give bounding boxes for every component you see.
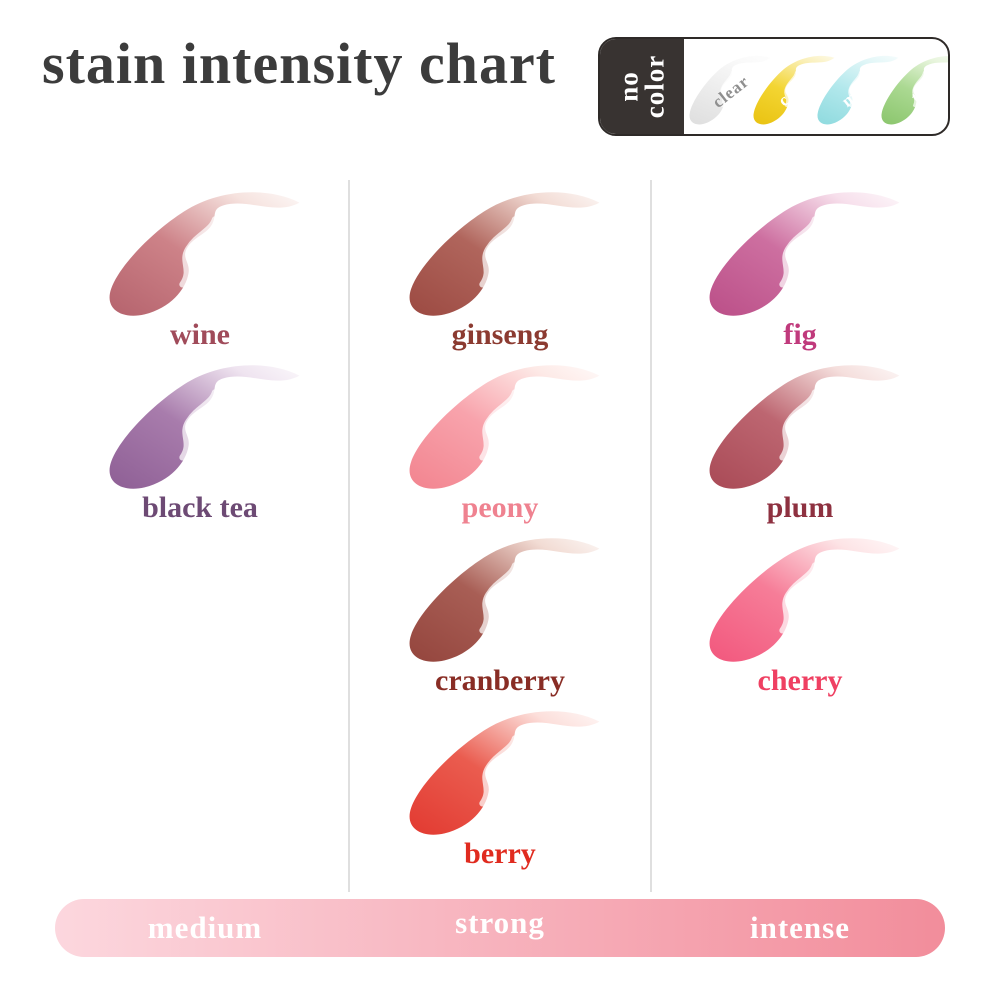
- intensity-label-strong: strong: [455, 905, 545, 941]
- gloss-highlight: [784, 70, 798, 107]
- gloss-smear-icon: [409, 711, 600, 835]
- gloss-highlight: [779, 562, 819, 634]
- shade-cherry: cherry: [670, 531, 930, 703]
- column-divider-medium-strong: [348, 180, 350, 892]
- gloss-smear-icon: [709, 538, 900, 662]
- shade-fig: fig: [670, 185, 930, 357]
- no-color-label: no color: [613, 54, 670, 119]
- no-color-swatch-coco: coco: [753, 45, 835, 129]
- gloss-highlight: [479, 216, 519, 288]
- gloss-smear-icon: [881, 55, 948, 124]
- gloss-highlight: [479, 389, 519, 461]
- shade-label: cherry: [757, 664, 843, 697]
- gloss-highlight: [479, 562, 519, 634]
- gloss-smear-icon: [409, 365, 600, 489]
- intensity-bar: medium strong intense: [55, 899, 945, 957]
- shade-cranberry: cranberry: [370, 531, 630, 703]
- shade-black-tea: black tea: [70, 358, 330, 530]
- shade-wine: wine: [70, 185, 330, 357]
- no-color-swatch-row: clear coco mint: [684, 39, 948, 134]
- shade-label: cranberry: [435, 664, 565, 697]
- gloss-highlight: [779, 389, 819, 461]
- shade-peony: peony: [370, 358, 630, 530]
- gloss-smear-icon: [689, 55, 771, 124]
- no-color-label-line2: color: [639, 54, 670, 119]
- gloss-smear-icon: [409, 192, 600, 316]
- shade-plum: plum: [670, 358, 930, 530]
- page-title: stain intensity chart: [42, 31, 556, 96]
- shade-berry: berry: [370, 704, 630, 876]
- no-color-swatch-mint: mint: [817, 45, 899, 129]
- shade-label: wine: [170, 318, 230, 351]
- gloss-highlight: [912, 70, 926, 107]
- gloss-highlight: [479, 735, 519, 807]
- gloss-smear-icon: [753, 55, 835, 124]
- gloss-smear-icon: [109, 365, 300, 489]
- gloss-highlight: [720, 70, 734, 107]
- gloss-highlight: [179, 389, 219, 461]
- shade-label: ginseng: [451, 318, 549, 351]
- no-color-swatch-tea: tea: [881, 45, 948, 129]
- intensity-label-intense: intense: [750, 910, 850, 945]
- shade-label: berry: [464, 837, 536, 870]
- shade-label: black tea: [142, 491, 258, 524]
- no-color-label-panel: no color: [600, 39, 684, 134]
- shade-label: plum: [766, 491, 834, 524]
- shade-ginseng: ginseng: [370, 185, 630, 357]
- no-color-swatch-clear: clear: [689, 45, 771, 129]
- gloss-highlight: [848, 70, 862, 107]
- no-color-label-line1: no: [613, 71, 644, 102]
- gloss-smear-icon: [817, 55, 899, 124]
- no-color-badge: no color clear coc: [598, 37, 950, 136]
- gloss-smear-icon: [409, 538, 600, 662]
- gloss-smear-icon: [709, 192, 900, 316]
- gloss-smear-icon: [109, 192, 300, 316]
- gloss-highlight: [779, 216, 819, 288]
- gloss-smear-icon: [709, 365, 900, 489]
- column-divider-strong-intense: [650, 180, 652, 892]
- gloss-highlight: [179, 216, 219, 288]
- shade-label: peony: [461, 491, 539, 524]
- shade-label: fig: [783, 318, 817, 351]
- intensity-label-medium: medium: [147, 910, 263, 945]
